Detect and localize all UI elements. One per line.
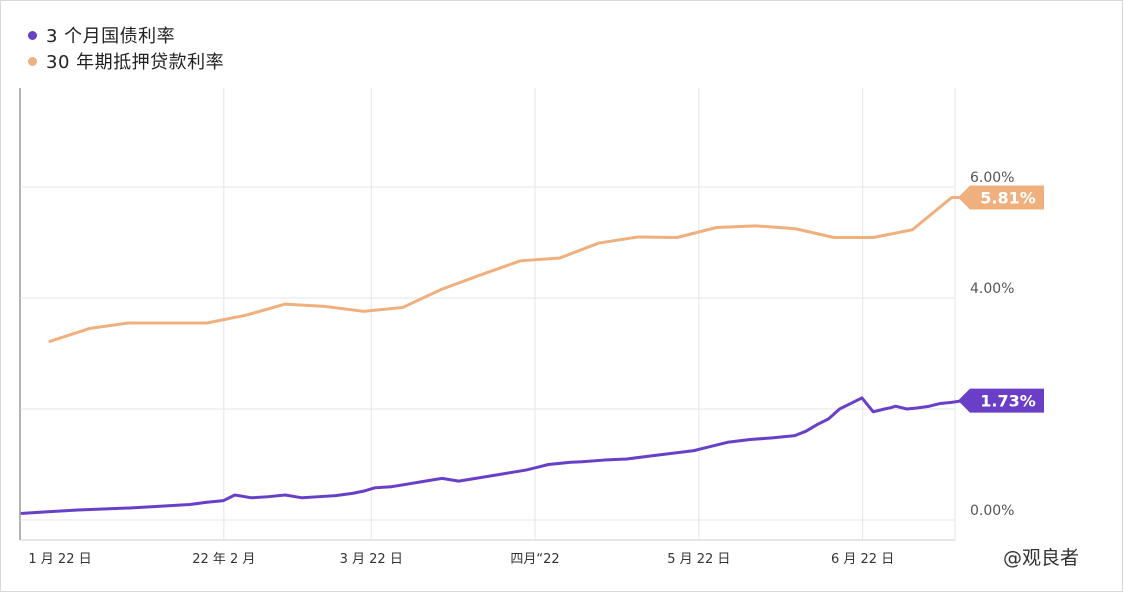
legend-item-mortgage[interactable]: 30 年期抵押贷款利率 — [28, 48, 224, 74]
y-tick-label: 4.00% — [970, 281, 1014, 297]
x-tick-label: 6 月 22 日 — [831, 552, 894, 567]
watermark: @观良者 — [1003, 547, 1080, 569]
x-tick-label: 1 月 22 日 — [28, 552, 91, 567]
x-tick-label: 22 年 2 月 — [192, 552, 255, 567]
end-label-treasury: 1.73% — [980, 392, 1036, 411]
x-tick-label: 3 月 22 日 — [340, 552, 403, 567]
x-tick-label: 四月“22 — [510, 552, 559, 567]
series-line-treasury — [20, 396, 965, 515]
legend-item-treasury[interactable]: 3 个月国债利率 — [28, 22, 224, 48]
series-line-mortgage — [48, 196, 965, 343]
end-label-treasury-flag — [958, 388, 1044, 413]
x-tick-label: 5 月 22 日 — [667, 552, 730, 567]
y-tick-label: 0.00% — [970, 503, 1014, 519]
legend-swatch-mortgage — [28, 56, 37, 66]
legend-label-mortgage: 30 年期抵押贷款利率 — [46, 52, 225, 73]
end-label-mortgage: 5.81% — [980, 189, 1036, 208]
legend-swatch-treasury — [28, 30, 37, 40]
y-tick-label: 6.00% — [970, 170, 1014, 186]
legend: 3 个月国债利率 30 年期抵押贷款利率 — [28, 22, 224, 74]
end-label-mortgage-flag — [958, 185, 1044, 210]
legend-label-treasury: 3 个月国债利率 — [46, 26, 176, 47]
